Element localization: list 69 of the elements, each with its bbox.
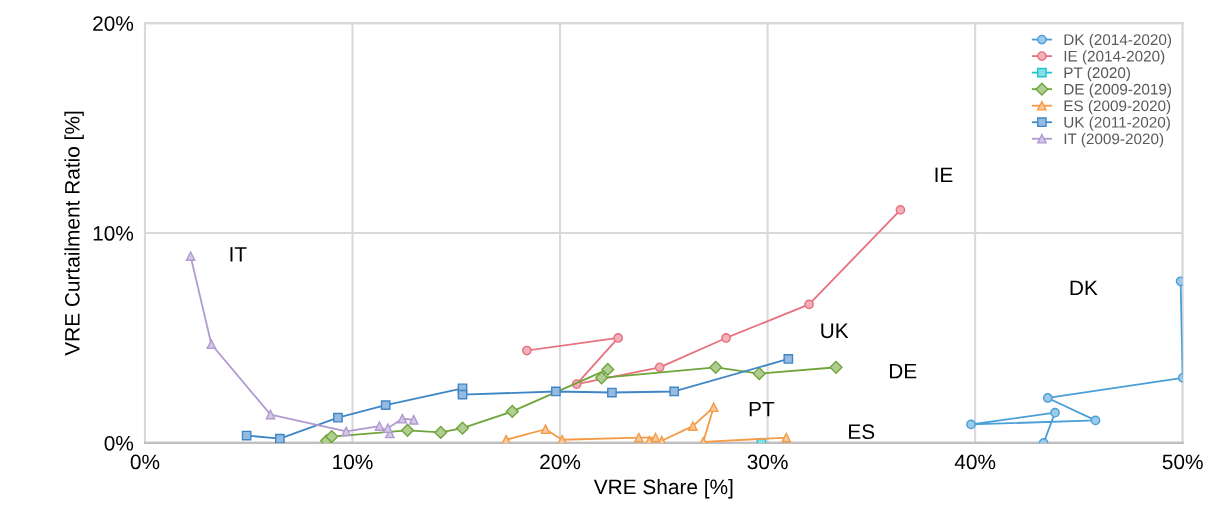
point bbox=[783, 354, 794, 364]
annotation: ES bbox=[849, 424, 875, 440]
point bbox=[455, 421, 470, 435]
point bbox=[669, 386, 680, 397]
point bbox=[1050, 407, 1060, 418]
point bbox=[540, 424, 551, 435]
point bbox=[594, 371, 609, 385]
point bbox=[829, 360, 843, 374]
point bbox=[601, 362, 615, 377]
point bbox=[804, 299, 814, 310]
point bbox=[781, 432, 792, 443]
point bbox=[1042, 393, 1053, 403]
point bbox=[400, 423, 415, 437]
legend-label: UK (2011-2020) bbox=[1064, 116, 1170, 131]
y-axis-title: VRE Curtailment Ratio [%] bbox=[64, 111, 84, 356]
point bbox=[380, 400, 391, 410]
y-tick-label: 0% bbox=[104, 435, 134, 451]
annotation: DK bbox=[1070, 280, 1098, 296]
x-tick-label: 40% bbox=[954, 454, 996, 470]
point bbox=[1175, 276, 1183, 287]
x-tick-label: 50% bbox=[1162, 454, 1203, 470]
point bbox=[709, 360, 723, 374]
point bbox=[382, 423, 393, 434]
point bbox=[654, 362, 665, 373]
point bbox=[501, 434, 511, 443]
annotation: IE bbox=[935, 167, 953, 182]
point bbox=[613, 333, 624, 343]
point bbox=[721, 333, 731, 343]
point bbox=[241, 430, 252, 441]
legend-label: DE (2009-2019) bbox=[1064, 83, 1172, 98]
point bbox=[374, 421, 385, 431]
point bbox=[1090, 415, 1101, 426]
point bbox=[634, 432, 644, 443]
point bbox=[265, 409, 276, 420]
point bbox=[966, 419, 976, 430]
annotation: DE bbox=[889, 363, 917, 379]
point bbox=[688, 421, 698, 431]
point bbox=[185, 251, 196, 261]
point bbox=[325, 430, 339, 443]
annotation: UK bbox=[821, 323, 849, 339]
point bbox=[274, 433, 285, 443]
annotation: IT bbox=[230, 247, 247, 262]
point bbox=[895, 205, 906, 215]
point bbox=[341, 426, 352, 437]
point bbox=[551, 386, 561, 397]
point bbox=[521, 345, 532, 356]
x-tick-label: 10% bbox=[333, 454, 373, 470]
y-tick-label: 10% bbox=[93, 226, 134, 241]
y-tick-label: 20% bbox=[93, 16, 134, 31]
point bbox=[397, 413, 408, 424]
legend-label: PT (2020) bbox=[1064, 66, 1130, 82]
point bbox=[408, 414, 419, 425]
legend-label: ES (2009-2020) bbox=[1064, 99, 1171, 115]
point bbox=[434, 425, 448, 439]
x-tick-label: 0% bbox=[130, 454, 160, 470]
annotation: PT bbox=[749, 402, 775, 417]
point bbox=[206, 339, 217, 350]
point bbox=[557, 434, 567, 443]
point bbox=[607, 387, 617, 398]
point bbox=[752, 367, 766, 381]
legend-label: IT (2009-2020) bbox=[1064, 133, 1164, 148]
legend-label: DK (2014-2020) bbox=[1064, 33, 1172, 49]
point bbox=[708, 402, 719, 413]
x-tick-label: 20% bbox=[540, 454, 581, 470]
x-tick-label: 30% bbox=[747, 454, 788, 470]
x-axis-title: VRE Share [%] bbox=[593, 478, 733, 499]
legend-label: IE (2014-2020) bbox=[1064, 50, 1165, 65]
point bbox=[505, 404, 519, 418]
point bbox=[333, 412, 343, 423]
